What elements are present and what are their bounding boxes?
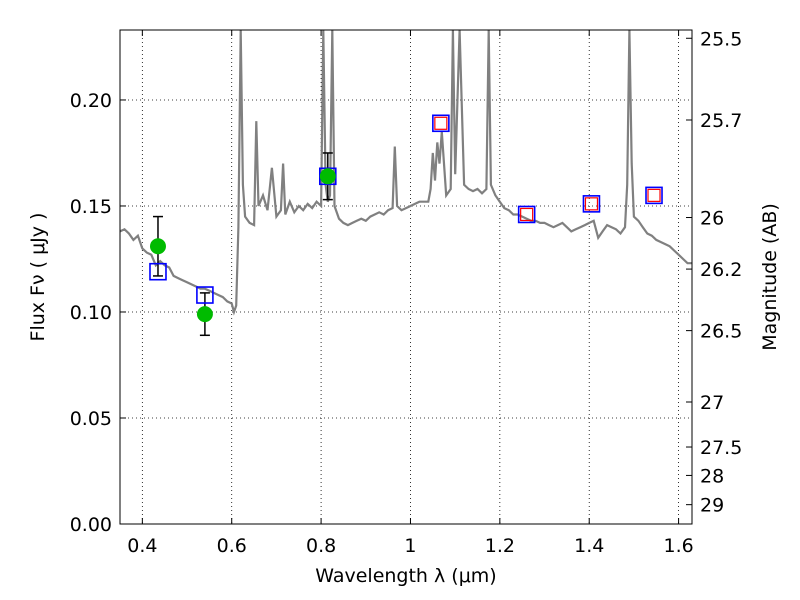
mag-tick-label: 26.5: [700, 321, 742, 343]
mag-tick-label: 25.7: [700, 110, 742, 132]
mag-tick-label: 26: [700, 208, 724, 230]
model-photometry-square: [582, 195, 601, 213]
x-tick-label: 0.8: [306, 535, 336, 557]
x-tick-label: 1: [404, 535, 416, 557]
y-tick-label: 0.00: [70, 514, 112, 536]
mag-tick-label: 27: [700, 392, 724, 414]
y-tick-label: 0.10: [70, 302, 112, 324]
mag-tick-label: 26.2: [700, 259, 742, 281]
observed-photometry-point: [196, 306, 213, 323]
y-tick-label: 0.20: [70, 90, 112, 112]
x-tick-label: 1.4: [574, 535, 604, 557]
x-tick-label: 0.6: [217, 535, 247, 557]
mag-tick-label: 29: [700, 495, 724, 517]
grid: [120, 30, 692, 525]
x-tick-label: 1.6: [663, 535, 693, 557]
x-axis-title: Wavelength λ (μm): [315, 565, 496, 587]
model-photometry-square: [645, 186, 663, 205]
y-tick-label: 0.15: [70, 196, 112, 218]
predicted-inner-square: [520, 207, 534, 222]
spectrum-layer: [120, 30, 692, 316]
model-photometry-square: [149, 262, 167, 281]
mag-tick-label: 25.5: [700, 28, 742, 50]
model-photometry-square: [517, 205, 536, 224]
observed-photometry-point: [149, 238, 166, 255]
observed-photometry-point: [319, 168, 336, 185]
spectrum-line: [120, 30, 692, 316]
y2-axis-title: Magnitude (AB): [759, 203, 781, 351]
plot-frame: [119, 29, 693, 525]
y-axis-title: Flux Fν ( μJy ): [27, 213, 49, 342]
predicted-inner-square: [584, 197, 599, 211]
x-tick-label: 1.2: [485, 535, 515, 557]
ticks-layer: 0.4 0.6 0.8 1 1.2 1.4 1.6 0.00 0.05 0.10 0.15 0.20 2…: [70, 28, 743, 557]
mag-tick-label: 27.5: [700, 437, 742, 459]
mag-tick-label: 28: [700, 465, 724, 487]
points-layer: [149, 114, 663, 337]
x-tick-label: 0.4: [127, 535, 157, 557]
y-tick-label: 0.05: [70, 408, 112, 430]
model-photometry-square: [196, 286, 214, 304]
model-photometry-square: [432, 114, 450, 133]
predicted-inner-square: [434, 116, 448, 130]
predicted-inner-square: [647, 188, 661, 202]
